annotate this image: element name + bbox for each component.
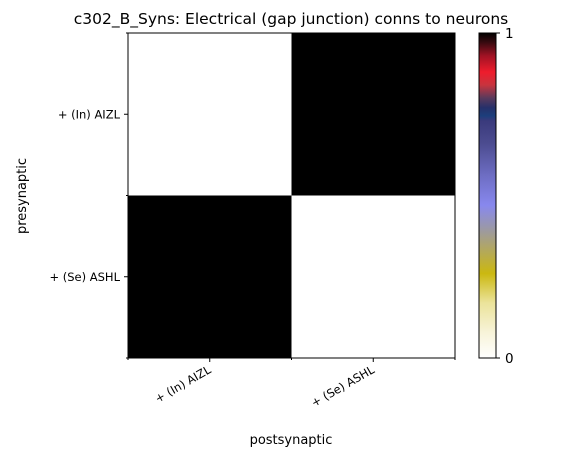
y-tick-label: + (In) AIZL xyxy=(58,107,121,121)
heatmap-cell xyxy=(128,33,292,196)
x-axis-label: postsynaptic xyxy=(250,433,333,448)
colorbar-ticks: 01 xyxy=(496,26,514,367)
colorbar-tick-label: 0 xyxy=(505,351,514,367)
chart-title: c302_B_Syns: Electrical (gap junction) c… xyxy=(74,10,509,29)
x-tick-label: + (In) AIZL xyxy=(152,362,213,405)
y-axis-ticks: + (In) AIZL + (Se) ASHL xyxy=(49,32,128,359)
heatmap-cell xyxy=(291,33,455,196)
colorbar-tick-label: 1 xyxy=(505,26,514,42)
colorbar xyxy=(478,32,497,359)
heatmap-cell xyxy=(291,195,455,358)
y-tick-label: + (Se) ASHL xyxy=(49,270,120,284)
x-tick-label: + (Se) ASHL xyxy=(309,362,378,410)
heatmap-cells xyxy=(128,33,455,358)
x-axis-ticks: + (In) AIZL + (Se) ASHL xyxy=(127,358,456,410)
heatmap-cell xyxy=(128,195,292,358)
y-axis-label: presynaptic xyxy=(15,158,30,234)
